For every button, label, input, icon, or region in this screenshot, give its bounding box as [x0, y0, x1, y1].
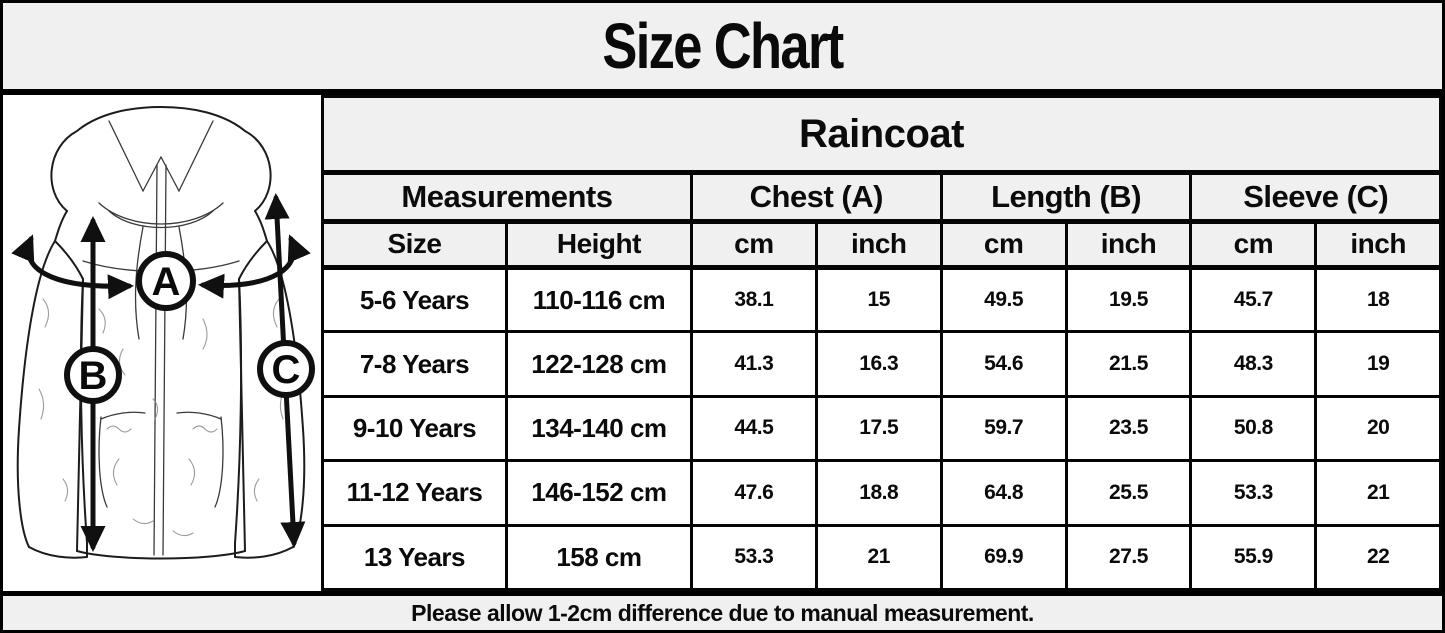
length-cm-cell: 64.8	[939, 459, 1068, 527]
length-cm-cell: 69.9	[939, 523, 1068, 592]
length-cm-cell: 49.5	[939, 265, 1068, 334]
col-header-sleeve-cm: cm	[1189, 219, 1318, 271]
product-name: Raincoat	[321, 95, 1442, 175]
chest-arrow-left	[11, 234, 134, 300]
sub-header-row: Size Height cm inch cm inch cm inch	[321, 219, 1442, 271]
sleeve-inch-cell: 21	[1314, 459, 1442, 527]
chest-inch-cell: 17.5	[814, 394, 943, 463]
raincoat-diagram-panel: A B C	[3, 95, 321, 591]
length-inch-cell: 19.5	[1064, 265, 1193, 334]
col-header-length-cm: cm	[939, 219, 1068, 271]
table-row: 5-6 Years 110-116 cm 38.1 15 49.5 19.5 4…	[321, 265, 1442, 334]
raincoat-sketch: A B C	[11, 106, 315, 560]
size-chart-table: Raincoat Measurements Chest (A) Length (…	[321, 95, 1442, 592]
size-cell: 11-12 Years	[321, 459, 508, 527]
table-row: 11-12 Years 146-152 cm 47.6 18.8 64.8 25…	[321, 459, 1442, 527]
chest-cm-cell: 53.3	[689, 523, 818, 592]
height-cell: 122-128 cm	[504, 330, 693, 398]
chest-label: A	[152, 260, 181, 304]
chest-cm-cell: 38.1	[689, 265, 818, 334]
col-header-sleeve-inch: inch	[1314, 219, 1442, 271]
size-cell: 5-6 Years	[321, 265, 508, 334]
chest-cm-cell: 44.5	[689, 394, 818, 463]
page-title: Size Chart	[602, 10, 844, 82]
fabric-texture	[38, 298, 286, 537]
group-header-row: Measurements Chest (A) Length (B) Sleeve…	[321, 171, 1442, 224]
height-cell: 158 cm	[504, 523, 693, 592]
col-header-chest-cm: cm	[689, 219, 818, 271]
height-cell: 134-140 cm	[504, 394, 693, 463]
col-header-length-inch: inch	[1064, 219, 1193, 271]
length-label: B	[79, 354, 108, 398]
title-bar: Size Chart	[3, 3, 1442, 95]
content-area: A B C	[3, 95, 1442, 592]
length-inch-cell: 21.5	[1064, 330, 1193, 398]
col-group-chest: Chest (A)	[689, 171, 943, 224]
sleeve-inch-cell: 22	[1314, 523, 1442, 592]
size-table-wrap: Raincoat Measurements Chest (A) Length (…	[321, 95, 1442, 592]
table-row: 9-10 Years 134-140 cm 44.5 17.5 59.7 23.…	[321, 394, 1442, 463]
label-a: A	[136, 251, 196, 311]
sleeve-cm-cell: 48.3	[1189, 330, 1318, 398]
sleeve-cm-cell: 53.3	[1189, 459, 1318, 527]
chest-inch-cell: 21	[814, 523, 943, 592]
col-header-height: Height	[504, 219, 693, 271]
chest-cm-cell: 47.6	[689, 459, 818, 527]
length-cm-cell: 59.7	[939, 394, 1068, 463]
table-row: 7-8 Years 122-128 cm 41.3 16.3 54.6 21.5…	[321, 330, 1442, 398]
sleeve-cm-cell: 55.9	[1189, 523, 1318, 592]
chest-cm-cell: 41.3	[689, 330, 818, 398]
label-b: B	[64, 346, 122, 404]
raincoat-outline	[16, 106, 306, 560]
sleeve-cm-cell: 50.8	[1189, 394, 1318, 463]
size-cell: 7-8 Years	[321, 330, 508, 398]
col-group-sleeve: Sleeve (C)	[1189, 171, 1442, 224]
sleeve-cm-cell: 45.7	[1189, 265, 1318, 334]
chest-inch-cell: 18.8	[814, 459, 943, 527]
col-group-length: Length (B)	[939, 171, 1193, 224]
col-header-chest-inch: inch	[814, 219, 943, 271]
footer-note-bar: Please allow 1-2cm difference due to man…	[3, 591, 1442, 630]
height-cell: 110-116 cm	[504, 265, 693, 334]
length-inch-cell: 23.5	[1064, 394, 1193, 463]
sleeve-inch-cell: 20	[1314, 394, 1442, 463]
length-inch-cell: 27.5	[1064, 523, 1193, 592]
length-inch-cell: 25.5	[1064, 459, 1193, 527]
label-c: C	[257, 340, 315, 398]
height-cell: 146-152 cm	[504, 459, 693, 527]
size-cell: 13 Years	[321, 523, 508, 592]
col-group-measurements: Measurements	[321, 171, 693, 224]
sleeve-inch-cell: 18	[1314, 265, 1442, 334]
measurement-disclaimer: Please allow 1-2cm difference due to man…	[411, 599, 1034, 626]
chest-inch-cell: 15	[814, 265, 943, 334]
chest-inch-cell: 16.3	[814, 330, 943, 398]
table-row: 13 Years 158 cm 53.3 21 69.9 27.5 55.9 2…	[321, 523, 1442, 592]
length-cm-cell: 54.6	[939, 330, 1068, 398]
product-header-row: Raincoat	[321, 95, 1442, 175]
col-header-size: Size	[321, 219, 508, 271]
sleeve-label: C	[272, 348, 301, 392]
sleeve-inch-cell: 19	[1314, 330, 1442, 398]
size-cell: 9-10 Years	[321, 394, 508, 463]
